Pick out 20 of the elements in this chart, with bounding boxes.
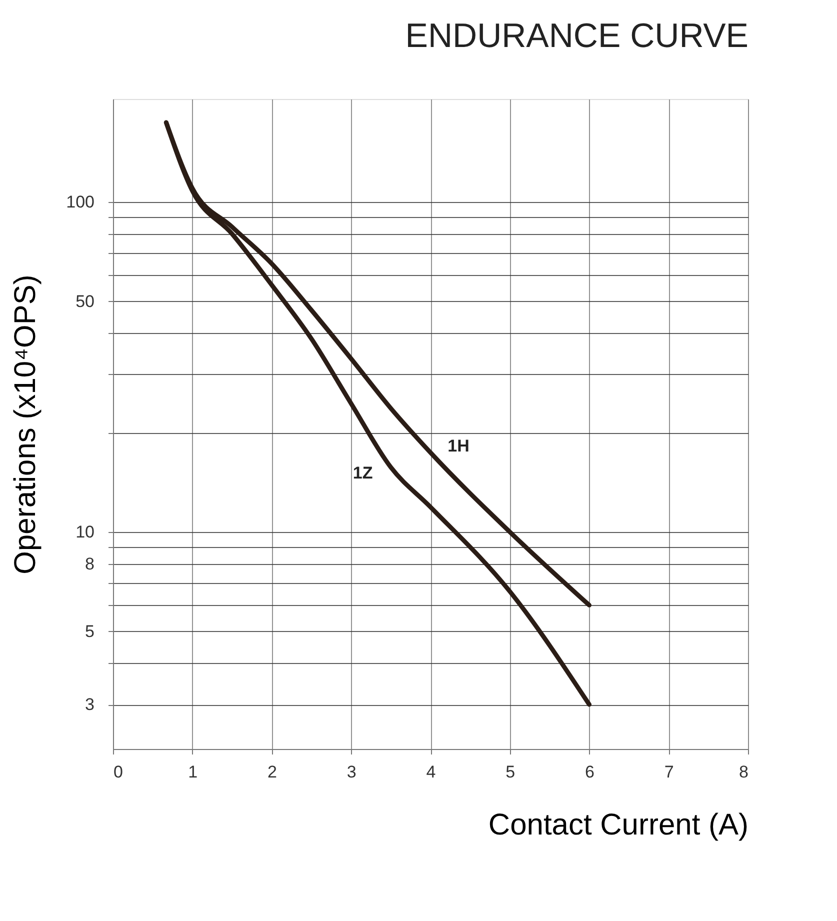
y-tick-label: 10	[76, 522, 94, 542]
y-tick-label: 8	[85, 554, 94, 574]
x-tick-label: 3	[346, 762, 356, 782]
y-tick-label: 3	[85, 695, 94, 714]
x-tick-label: 2	[268, 762, 277, 782]
series-label: 1Z	[352, 463, 373, 482]
x-tick-label: 5	[506, 762, 516, 782]
x-axis-title: Contact Current (A)	[488, 808, 748, 842]
x-tick-label: 0	[114, 762, 123, 782]
y-tick-label: 50	[76, 292, 94, 311]
y-tick-label: 100	[66, 192, 94, 212]
x-tick-label: 7	[664, 762, 674, 782]
x-tick-label: 8	[739, 762, 748, 782]
x-tick-label: 6	[585, 762, 594, 782]
y-axis-title: Operations (x10⁴OPS)	[9, 274, 42, 574]
y-tick-label: 5	[85, 622, 94, 641]
series-label: 1H	[448, 436, 470, 456]
chart-title: ENDURANCE CURVE	[405, 17, 748, 55]
x-tick-label: 1	[188, 762, 198, 782]
x-tick-label: 4	[426, 762, 436, 782]
